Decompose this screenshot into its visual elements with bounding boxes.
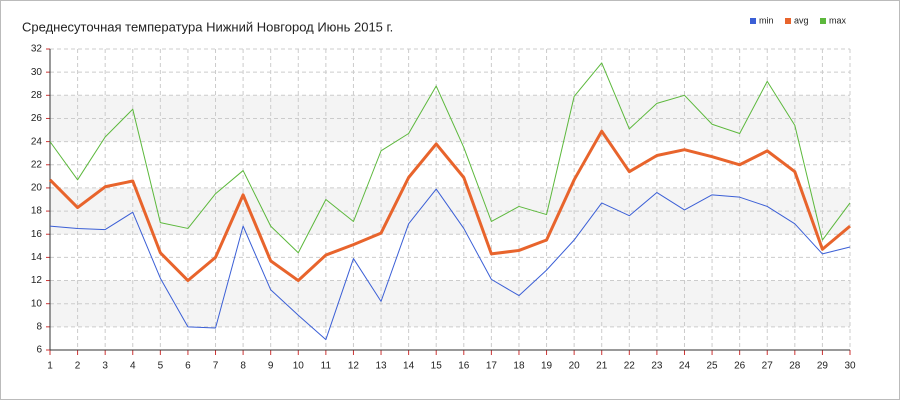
y-tick-label: 12 — [31, 275, 43, 286]
series-line — [48, 129, 851, 283]
x-tick-label: 15 — [431, 361, 443, 372]
chart-title: Среднесуточная температура Нижний Новгор… — [22, 19, 393, 34]
x-tick-label: 8 — [240, 361, 246, 372]
x-tick-label: 3 — [102, 361, 108, 372]
x-tick-label: 1 — [47, 361, 53, 372]
x-tick-label: 25 — [707, 361, 719, 372]
x-tick-label: 13 — [375, 361, 387, 372]
y-tick-label: 16 — [31, 229, 43, 240]
y-tick-label: 6 — [36, 345, 42, 356]
x-tick-label: 28 — [789, 361, 801, 372]
y-tick-label: 32 — [31, 44, 43, 55]
legend-swatch — [785, 18, 791, 24]
x-tick-label: 22 — [624, 361, 636, 372]
x-tick-label: 24 — [679, 361, 691, 372]
y-tick-label: 24 — [31, 136, 43, 147]
x-tick-label: 7 — [213, 361, 219, 372]
series-line — [49, 188, 851, 341]
x-tick-label: 27 — [762, 361, 774, 372]
legend-label: avg — [794, 15, 809, 25]
y-tick-label: 14 — [31, 252, 43, 263]
x-tick-label: 29 — [817, 361, 829, 372]
x-tick-label: 6 — [185, 361, 191, 372]
legend-swatch — [820, 18, 826, 24]
x-tick-label: 9 — [268, 361, 274, 372]
x-tick-label: 19 — [541, 361, 553, 372]
legend-swatch — [750, 18, 756, 24]
x-tick-label: 14 — [403, 361, 415, 372]
x-tick-label: 20 — [569, 361, 581, 372]
x-tick-label: 10 — [293, 361, 305, 372]
legend-label: min — [759, 15, 774, 25]
x-tick-label: 21 — [596, 361, 608, 372]
x-tick-label: 5 — [158, 361, 164, 372]
x-tick-label: 16 — [458, 361, 470, 372]
y-tick-label: 10 — [31, 298, 43, 309]
y-tick-label: 28 — [31, 90, 43, 101]
y-tick-label: 20 — [31, 183, 43, 194]
x-tick-label: 18 — [513, 361, 525, 372]
x-tick-label: 26 — [734, 361, 746, 372]
x-tick-label: 23 — [651, 361, 663, 372]
x-tick-label: 17 — [486, 361, 498, 372]
series-line — [49, 62, 851, 254]
x-tick-label: 30 — [844, 361, 856, 372]
y-tick-label: 18 — [31, 206, 43, 217]
x-tick-label: 2 — [75, 361, 81, 372]
y-tick-label: 30 — [31, 67, 43, 78]
x-tick-label: 11 — [321, 361, 332, 372]
y-tick-label: 8 — [36, 321, 42, 332]
y-tick-label: 26 — [31, 113, 43, 124]
y-tick-label: 22 — [31, 159, 43, 170]
x-tick-label: 12 — [348, 361, 360, 372]
x-tick-label: 4 — [130, 361, 136, 372]
legend-label: max — [829, 15, 847, 25]
